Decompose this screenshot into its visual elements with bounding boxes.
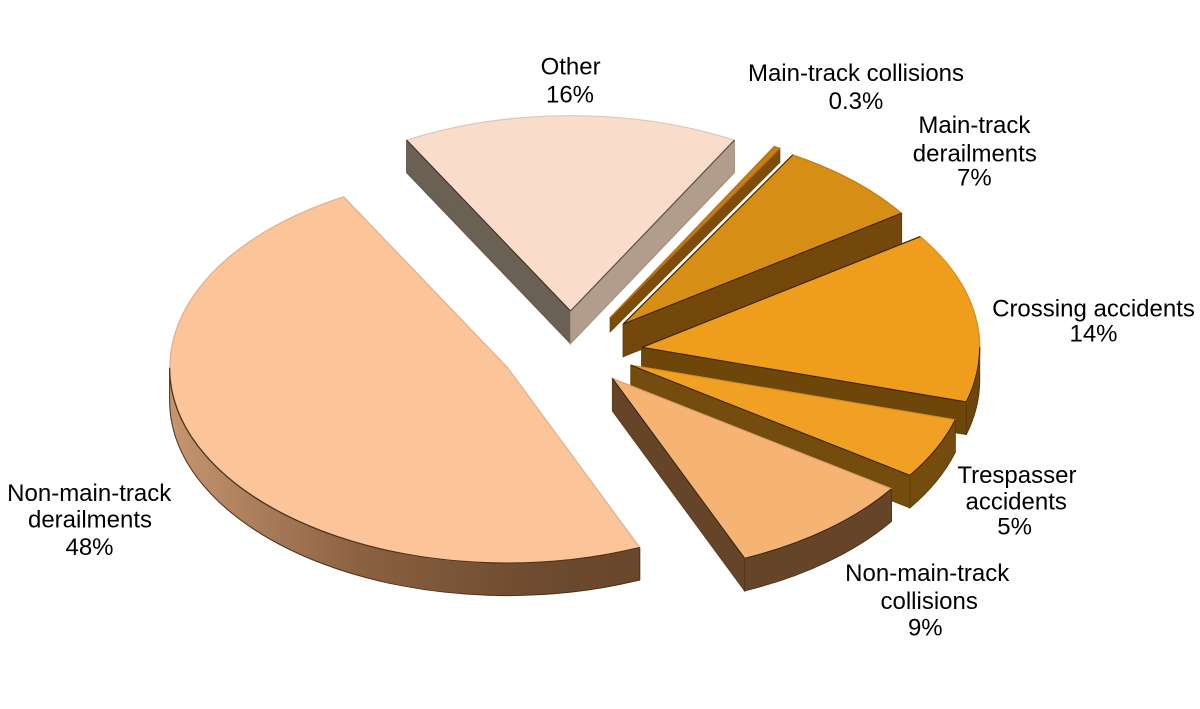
- svg-text:Main-track: Main-track: [918, 112, 1031, 139]
- svg-text:Non-main-track: Non-main-track: [845, 560, 1010, 587]
- svg-text:7%: 7%: [957, 164, 992, 191]
- svg-text:accidents: accidents: [966, 489, 1067, 516]
- svg-text:collisions: collisions: [881, 588, 978, 615]
- svg-text:16%: 16%: [546, 81, 594, 108]
- svg-text:48%: 48%: [65, 534, 113, 561]
- svg-text:14%: 14%: [1069, 321, 1117, 348]
- svg-text:Non-main-track: Non-main-track: [7, 480, 172, 507]
- svg-text:Crossing accidents: Crossing accidents: [992, 296, 1195, 323]
- svg-text:Trespasser: Trespasser: [957, 462, 1076, 489]
- svg-text:Other: Other: [541, 54, 601, 81]
- svg-text:0.3%: 0.3%: [829, 88, 884, 115]
- svg-text:derailments: derailments: [28, 507, 152, 534]
- svg-text:derailments: derailments: [913, 141, 1037, 168]
- svg-text:5%: 5%: [997, 514, 1032, 541]
- svg-text:Main-track collisions: Main-track collisions: [748, 60, 964, 87]
- svg-text:9%: 9%: [908, 614, 943, 641]
